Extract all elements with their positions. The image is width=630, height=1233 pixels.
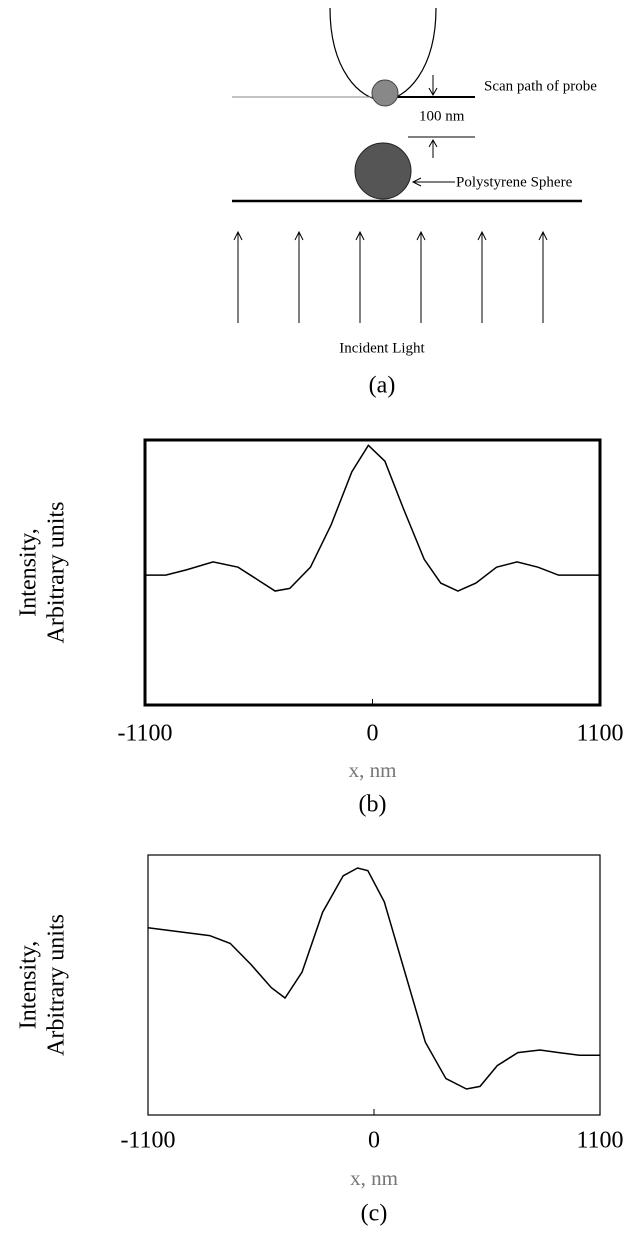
sphere-label: Polystyrene Sphere [456, 174, 573, 190]
x-tick-label: -1100 [120, 1128, 175, 1154]
y-axis-label: Intensity, [16, 941, 42, 1029]
plot-frame [143, 438, 602, 707]
sphere [354, 142, 412, 200]
light-arrows [233, 230, 548, 323]
plot-frame [147, 854, 601, 1116]
gap-label: 100 nm [419, 108, 465, 124]
y-axis-label: Arbitrary units [44, 502, 70, 644]
caption: (a) [369, 373, 396, 399]
x-tick-label: 0 [367, 721, 379, 747]
y-axis-label: Intensity, [16, 528, 42, 616]
x-axis-label: x, nm [349, 758, 397, 782]
line [147, 867, 600, 1090]
probe-tip [371, 79, 399, 107]
line [145, 444, 600, 592]
arrow-head [428, 87, 438, 97]
y-axis-label: Arbitrary units [44, 914, 70, 1056]
diagram [232, 7, 582, 323]
x-tick-label: -1100 [117, 721, 172, 747]
light-label: Incident Light [339, 340, 425, 356]
probe-label: Scan path of probe [484, 78, 597, 94]
x-tick-label: 1100 [576, 1128, 623, 1154]
x-tick-label: 1100 [576, 721, 623, 747]
arrow-head [411, 177, 422, 187]
arrow-head [428, 138, 438, 148]
x-axis-label: x, nm [350, 1166, 398, 1190]
caption: (c) [361, 1201, 388, 1227]
caption: (b) [359, 792, 387, 818]
x-tick-label: 0 [368, 1128, 380, 1154]
